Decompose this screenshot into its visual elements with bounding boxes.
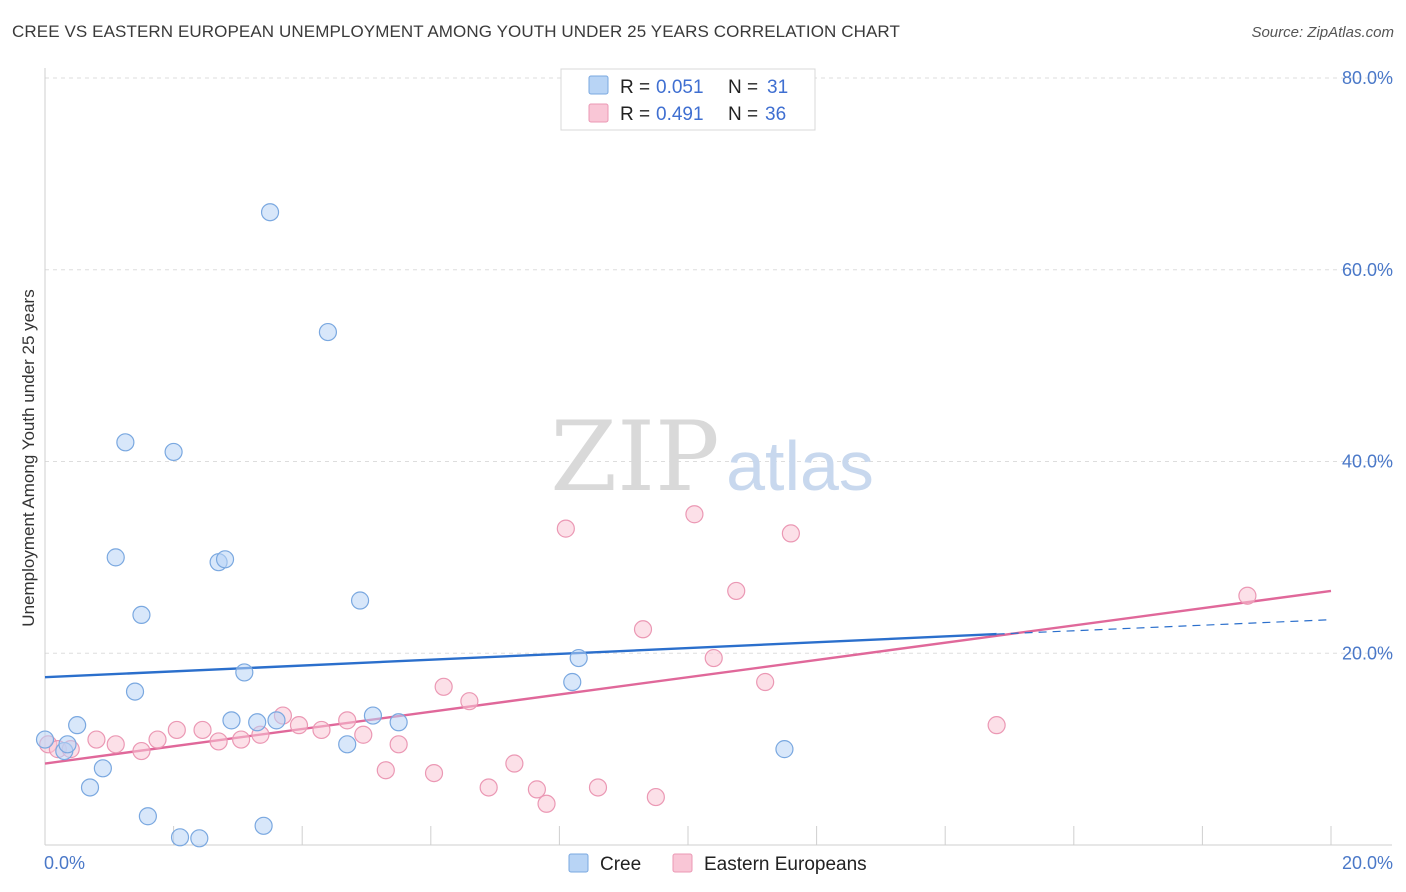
grid	[45, 77, 1392, 654]
cree-point	[80, 778, 100, 797]
cree-point	[164, 442, 183, 462]
eastern-european-point	[167, 720, 186, 740]
trend-line-cree-extension	[996, 619, 1332, 635]
cree-point	[248, 713, 267, 732]
y-tick-label: 40.0%	[1342, 452, 1393, 472]
legend-n-value: 31	[767, 77, 788, 98]
eastern-european-point	[460, 692, 479, 711]
eastern-european-point	[479, 778, 498, 797]
cree-point	[35, 730, 55, 749]
cree-point	[68, 716, 87, 735]
tick-labels: 20.0% 40.0% 60.0% 80.0% 0.0% 20.0%	[44, 68, 1393, 873]
cree-point	[215, 550, 235, 569]
eastern-european-point	[537, 794, 556, 813]
cree-point	[93, 759, 112, 778]
cree-point	[563, 672, 582, 692]
legend-n-label: N =	[728, 77, 758, 98]
axes	[44, 68, 1392, 846]
legend-swatch-ee	[588, 103, 609, 123]
cree-point	[132, 605, 151, 625]
bottom-legend: Cree Eastern Europeans	[568, 853, 867, 875]
data-points	[35, 203, 1257, 848]
cree-point	[267, 711, 286, 730]
eastern-european-point	[685, 505, 704, 524]
chart-title: CREE VS EASTERN EUROPEAN UNEMPLOYMENT AM…	[12, 22, 900, 41]
eastern-european-point	[1238, 586, 1257, 605]
eastern-european-point	[756, 672, 775, 692]
watermark: ZIP atlas	[550, 401, 874, 513]
eastern-european-point	[376, 761, 395, 780]
eastern-european-point	[424, 763, 444, 783]
eastern-european-point	[727, 581, 746, 601]
bottom-legend-cree: Cree	[600, 854, 641, 875]
cree-point	[338, 735, 357, 754]
cree-point	[254, 816, 273, 835]
eastern-european-point	[434, 677, 453, 696]
eastern-european-point	[389, 735, 408, 754]
legend-n-value: 36	[765, 104, 786, 125]
cree-point	[106, 548, 125, 567]
y-tick-label: 80.0%	[1342, 68, 1393, 88]
eastern-european-point	[209, 732, 228, 751]
watermark-zip: ZIP	[550, 401, 719, 513]
eastern-european-point	[232, 730, 251, 749]
eastern-european-point	[338, 711, 357, 730]
bottom-legend-swatch-ee	[672, 853, 693, 873]
x-tick-label: 0.0%	[44, 853, 85, 873]
legend-r-label: R =	[620, 104, 650, 125]
eastern-european-point	[633, 620, 653, 639]
cree-point	[318, 322, 338, 342]
eastern-european-point	[132, 741, 151, 761]
cree-point	[235, 663, 254, 682]
eastern-european-point	[527, 780, 546, 799]
eastern-european-point	[148, 730, 167, 749]
eastern-european-point	[87, 730, 106, 749]
trend-line-cree	[44, 632, 997, 679]
cree-point	[58, 735, 77, 754]
eastern-european-point	[289, 716, 309, 735]
eastern-european-point	[704, 648, 723, 668]
eastern-european-point	[106, 735, 125, 754]
bottom-legend-swatch-cree	[568, 853, 589, 873]
legend-r-value: 0.491	[656, 104, 704, 125]
y-axis-label: Unemployment Among Youth under 25 years	[19, 289, 38, 626]
eastern-european-point	[588, 778, 608, 797]
x-tick-label: 20.0%	[1342, 853, 1393, 873]
eastern-european-point	[312, 720, 331, 740]
eastern-european-point	[505, 754, 524, 773]
y-tick-label: 20.0%	[1342, 643, 1393, 663]
eastern-european-point	[193, 720, 212, 740]
y-tick-label: 60.0%	[1342, 260, 1393, 280]
cree-point	[222, 711, 241, 730]
watermark-atlas: atlas	[726, 427, 874, 505]
legend-r-value: 0.051	[656, 77, 704, 98]
eastern-european-point	[354, 725, 373, 744]
cree-point	[363, 706, 383, 725]
eastern-european-point	[556, 519, 575, 538]
cree-point	[569, 648, 588, 668]
cree-point	[260, 203, 280, 222]
cree-point	[170, 828, 190, 847]
legend-n-label: N =	[728, 104, 758, 125]
cree-point	[116, 433, 135, 452]
eastern-european-point	[646, 787, 665, 807]
legend-r-label: R =	[620, 77, 650, 98]
source-label: Source: ZipAtlas.com	[1251, 24, 1394, 41]
legend: R = 0.051 N = 31 R = 0.491 N = 36	[560, 68, 816, 131]
eastern-european-point	[987, 716, 1006, 735]
cree-point	[775, 740, 794, 759]
cree-point	[125, 682, 145, 701]
eastern-european-point	[781, 524, 800, 543]
cree-point	[190, 829, 209, 848]
cree-point	[350, 591, 370, 610]
legend-swatch-cree	[588, 75, 609, 95]
bottom-legend-ee: Eastern Europeans	[704, 854, 867, 875]
cree-point	[389, 713, 408, 732]
cree-point	[138, 807, 157, 826]
